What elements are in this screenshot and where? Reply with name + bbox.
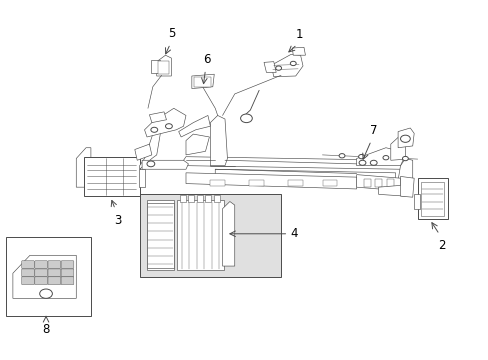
Bar bbox=[151, 59, 159, 73]
Circle shape bbox=[151, 127, 158, 132]
Bar bbox=[417, 178, 447, 220]
FancyBboxPatch shape bbox=[35, 269, 47, 277]
FancyBboxPatch shape bbox=[61, 277, 74, 285]
Bar bbox=[193, 77, 211, 87]
Bar bbox=[147, 203, 173, 268]
Bar bbox=[249, 180, 264, 186]
Bar bbox=[420, 182, 444, 216]
Text: 4: 4 bbox=[290, 227, 298, 240]
Polygon shape bbox=[191, 74, 214, 89]
Text: 8: 8 bbox=[42, 323, 50, 337]
FancyBboxPatch shape bbox=[21, 269, 34, 277]
Text: 1: 1 bbox=[295, 28, 302, 41]
Polygon shape bbox=[271, 54, 303, 77]
Circle shape bbox=[147, 161, 155, 167]
FancyBboxPatch shape bbox=[35, 261, 47, 269]
Bar bbox=[139, 169, 144, 187]
Text: 2: 2 bbox=[437, 239, 445, 252]
Polygon shape bbox=[397, 158, 412, 180]
Circle shape bbox=[369, 160, 376, 165]
Polygon shape bbox=[185, 173, 356, 189]
Text: 7: 7 bbox=[369, 124, 377, 137]
Bar bbox=[374, 179, 382, 187]
Bar bbox=[5, 237, 91, 316]
Circle shape bbox=[400, 135, 409, 142]
Polygon shape bbox=[185, 134, 209, 155]
Bar bbox=[386, 179, 393, 187]
Polygon shape bbox=[356, 148, 402, 166]
Text: 3: 3 bbox=[114, 214, 121, 227]
Polygon shape bbox=[397, 128, 413, 148]
Polygon shape bbox=[378, 185, 405, 196]
Polygon shape bbox=[144, 108, 185, 137]
Bar bbox=[83, 157, 140, 196]
Polygon shape bbox=[140, 123, 161, 169]
Bar bbox=[158, 60, 169, 74]
Polygon shape bbox=[183, 157, 402, 169]
Polygon shape bbox=[157, 55, 171, 76]
Polygon shape bbox=[400, 176, 413, 197]
Polygon shape bbox=[356, 175, 400, 191]
Polygon shape bbox=[292, 47, 305, 55]
FancyBboxPatch shape bbox=[21, 261, 34, 269]
FancyBboxPatch shape bbox=[61, 261, 74, 269]
Circle shape bbox=[240, 114, 252, 123]
Bar bbox=[177, 201, 223, 270]
Bar bbox=[205, 195, 211, 202]
FancyBboxPatch shape bbox=[48, 277, 61, 285]
Circle shape bbox=[275, 66, 281, 70]
Bar bbox=[363, 179, 370, 187]
Bar bbox=[196, 195, 202, 202]
Bar bbox=[140, 194, 281, 277]
Polygon shape bbox=[142, 160, 188, 169]
Bar bbox=[188, 195, 194, 202]
Text: 6: 6 bbox=[203, 53, 210, 66]
FancyBboxPatch shape bbox=[61, 269, 74, 277]
Polygon shape bbox=[13, 255, 76, 298]
Circle shape bbox=[402, 156, 407, 161]
Circle shape bbox=[40, 289, 52, 298]
Polygon shape bbox=[147, 200, 173, 270]
Polygon shape bbox=[390, 135, 405, 160]
FancyBboxPatch shape bbox=[35, 277, 47, 285]
Polygon shape bbox=[215, 169, 395, 180]
Text: 5: 5 bbox=[167, 27, 175, 40]
Circle shape bbox=[358, 160, 365, 165]
Polygon shape bbox=[210, 116, 227, 166]
Bar bbox=[213, 195, 219, 202]
Polygon shape bbox=[135, 144, 152, 160]
FancyBboxPatch shape bbox=[48, 261, 61, 269]
Polygon shape bbox=[178, 116, 210, 137]
Circle shape bbox=[358, 154, 364, 159]
Polygon shape bbox=[76, 148, 91, 187]
Circle shape bbox=[165, 124, 172, 129]
Circle shape bbox=[290, 61, 296, 66]
FancyBboxPatch shape bbox=[48, 269, 61, 277]
Polygon shape bbox=[264, 62, 276, 72]
Bar bbox=[322, 180, 336, 186]
Bar bbox=[413, 194, 419, 209]
Bar bbox=[180, 195, 185, 202]
Polygon shape bbox=[222, 202, 234, 266]
Polygon shape bbox=[149, 112, 166, 123]
Bar bbox=[288, 180, 303, 186]
Circle shape bbox=[382, 156, 388, 160]
Bar bbox=[210, 180, 224, 186]
FancyBboxPatch shape bbox=[21, 277, 34, 285]
Circle shape bbox=[338, 154, 344, 158]
